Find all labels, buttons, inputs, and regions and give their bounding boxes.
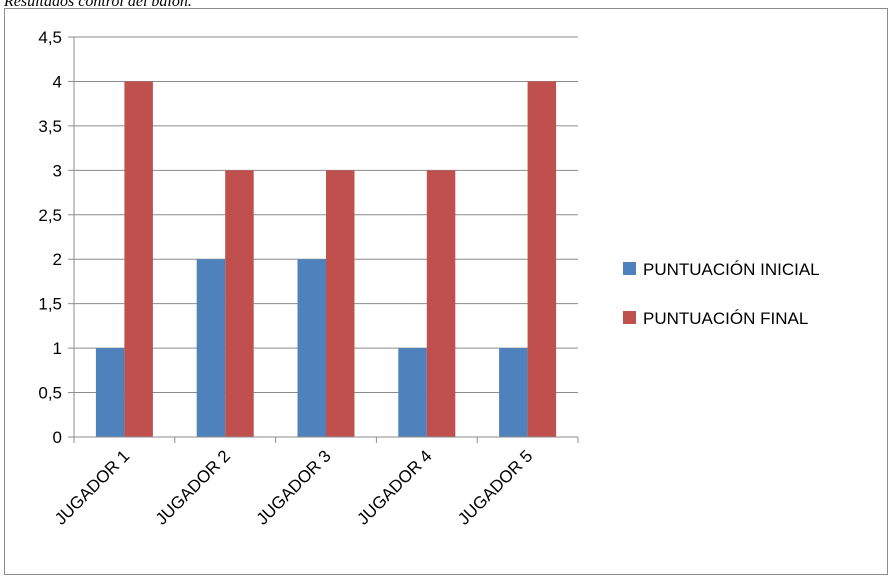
bar-inicial bbox=[398, 348, 427, 437]
x-tick-labels: JUGADOR 1 JUGADOR 2 JUGADOR 3 JUGADOR 4 JUGA… bbox=[51, 446, 536, 528]
bar-final bbox=[326, 170, 355, 438]
bars bbox=[95, 81, 557, 438]
x-tick-label: JUGADOR 1 bbox=[51, 446, 133, 528]
x-tick-label: JUGADOR 5 bbox=[454, 446, 536, 528]
legend-swatch bbox=[623, 311, 636, 324]
bar-final bbox=[426, 170, 456, 438]
y-tick-label: 2,5 bbox=[38, 206, 62, 225]
y-tick-label: 1 bbox=[53, 339, 62, 358]
y-tick-label: 3,5 bbox=[38, 117, 62, 136]
chart-caption: Resultados control del balón. bbox=[4, 0, 192, 10]
y-tick-label: 0,5 bbox=[38, 384, 62, 403]
bar-inicial bbox=[499, 348, 528, 437]
y-tick-label: 4,5 bbox=[38, 28, 62, 47]
legend: PUNTUACIÓN INICIAL PUNTUACIÓN FINAL bbox=[623, 260, 820, 328]
y-tick-labels: 0 0,5 1 1,5 2 2,5 3 3,5 4 4,5 bbox=[38, 28, 62, 447]
bar-final bbox=[527, 81, 557, 437]
y-tick-label: 4 bbox=[53, 72, 62, 91]
chart-frame bbox=[4, 8, 888, 575]
bar-final bbox=[124, 81, 153, 437]
axes bbox=[68, 36, 579, 443]
bar-final bbox=[225, 170, 254, 438]
y-tick-label: 1,5 bbox=[38, 295, 62, 314]
y-tick-label: 3 bbox=[53, 161, 62, 180]
bar-inicial bbox=[297, 259, 326, 437]
x-tick-label: JUGADOR 2 bbox=[152, 446, 234, 528]
bar-inicial bbox=[196, 259, 226, 437]
x-tick-label: JUGADOR 3 bbox=[253, 446, 335, 528]
x-tick-label: JUGADOR 4 bbox=[353, 446, 435, 528]
y-tick-label: 2 bbox=[53, 250, 62, 269]
y-tick-label: 0 bbox=[53, 428, 62, 447]
legend-swatch bbox=[623, 262, 636, 275]
legend-label: PUNTUACIÓN FINAL bbox=[643, 309, 808, 328]
bar-inicial bbox=[95, 348, 125, 437]
legend-label: PUNTUACIÓN INICIAL bbox=[643, 260, 820, 279]
